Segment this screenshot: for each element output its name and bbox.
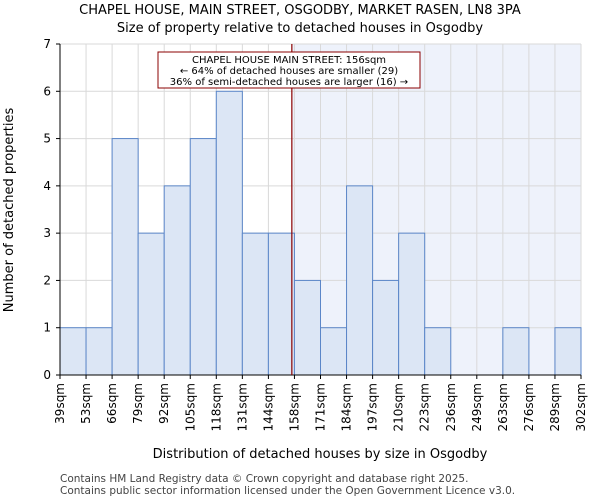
x-tick-label: 105sqm bbox=[183, 383, 197, 431]
y-tick-label: 1 bbox=[43, 321, 51, 335]
x-tick-label: 302sqm bbox=[574, 383, 588, 431]
x-tick-label: 53sqm bbox=[79, 383, 93, 424]
x-tick-label: 197sqm bbox=[366, 383, 380, 431]
x-tick-label: 276sqm bbox=[522, 383, 536, 431]
y-tick-label: 5 bbox=[43, 132, 51, 146]
x-tick-label: 118sqm bbox=[209, 383, 223, 431]
y-tick-label: 0 bbox=[43, 368, 51, 382]
bar bbox=[241, 232, 269, 376]
x-tick-label: 79sqm bbox=[131, 383, 145, 424]
annotation-box bbox=[157, 51, 421, 89]
bar bbox=[215, 90, 243, 376]
x-axis-label: Distribution of detached houses by size … bbox=[153, 447, 488, 462]
bar bbox=[320, 327, 348, 376]
bar bbox=[85, 327, 113, 376]
y-tick-label: 6 bbox=[43, 84, 51, 98]
x-tick-label: 184sqm bbox=[340, 383, 354, 431]
y-tick-label: 2 bbox=[43, 273, 51, 287]
x-tick-label: 39sqm bbox=[53, 383, 67, 424]
bar bbox=[554, 327, 582, 376]
x-tick-label: 289sqm bbox=[548, 383, 562, 431]
footer-line-1: Contains HM Land Registry data © Crown c… bbox=[60, 473, 468, 485]
annotation-line-3: 36% of semi-detached houses are larger (… bbox=[170, 77, 408, 88]
bar bbox=[59, 327, 87, 376]
bar bbox=[137, 232, 165, 376]
annotation-line-2: ← 64% of detached houses are smaller (29… bbox=[180, 66, 398, 77]
y-tick-label: 3 bbox=[43, 226, 51, 240]
bar bbox=[372, 279, 400, 376]
y-tick-label: 7 bbox=[43, 37, 51, 51]
x-tick-label: 171sqm bbox=[314, 383, 328, 431]
x-tick-label: 210sqm bbox=[392, 383, 406, 431]
bar bbox=[398, 232, 426, 376]
x-tick-label: 131sqm bbox=[235, 383, 249, 431]
larger-region-shade bbox=[291, 44, 581, 375]
x-tick-label: 249sqm bbox=[470, 383, 484, 431]
annotation-line-1: CHAPEL HOUSE MAIN STREET: 156sqm bbox=[192, 55, 386, 66]
bar bbox=[346, 185, 374, 376]
y-tick-label: 4 bbox=[43, 179, 51, 193]
x-tick-label: 236sqm bbox=[444, 383, 458, 431]
x-tick-label: 92sqm bbox=[157, 383, 171, 424]
x-tick-label: 144sqm bbox=[261, 383, 275, 431]
chart-subtitle: Size of property relative to detached ho… bbox=[117, 21, 484, 36]
x-tick-label: 66sqm bbox=[105, 383, 119, 424]
x-tick-label: 263sqm bbox=[496, 383, 510, 431]
bar bbox=[267, 232, 295, 376]
footer-line-2: Contains public sector information licen… bbox=[60, 485, 515, 497]
bar bbox=[189, 138, 217, 376]
x-tick-label: 158sqm bbox=[287, 383, 301, 431]
chart-title: CHAPEL HOUSE, MAIN STREET, OSGODBY, MARK… bbox=[79, 3, 521, 18]
bar bbox=[111, 138, 139, 376]
bar bbox=[293, 279, 322, 376]
x-tick-label: 223sqm bbox=[418, 383, 432, 431]
bar bbox=[163, 185, 191, 376]
bar bbox=[424, 327, 452, 376]
y-axis-label: Number of detached properties bbox=[2, 108, 17, 313]
plot-area: 0 1 2 3 4 5 6 7 39sqm 53sqm 66sqm 79sqm 92sqm 105sqm 1… bbox=[43, 37, 588, 431]
bar bbox=[502, 327, 530, 376]
